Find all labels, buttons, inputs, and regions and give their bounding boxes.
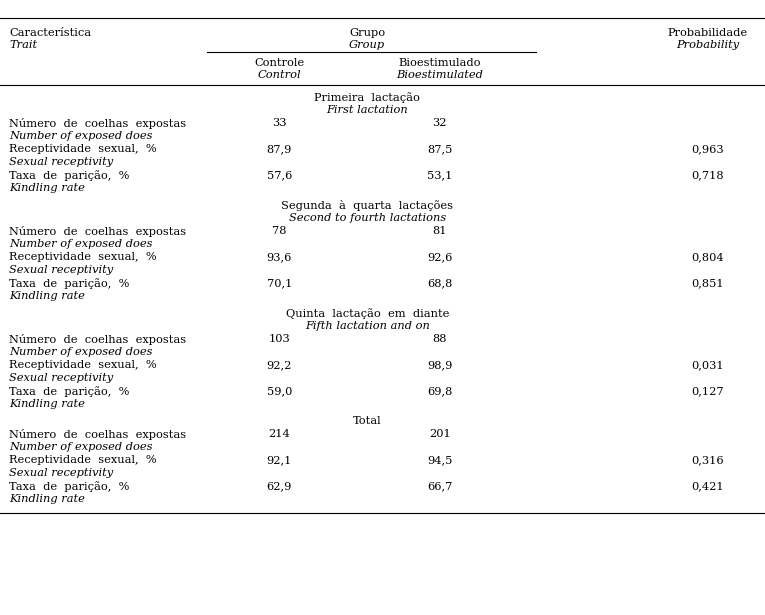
Text: 70,1: 70,1 bbox=[266, 278, 292, 288]
Text: Probability: Probability bbox=[676, 40, 739, 50]
Text: 0,804: 0,804 bbox=[692, 252, 724, 262]
Text: 92,2: 92,2 bbox=[266, 360, 292, 370]
Text: Taxa  de  parição,  %: Taxa de parição, % bbox=[9, 278, 129, 289]
Text: 66,7: 66,7 bbox=[427, 481, 453, 491]
Text: 59,0: 59,0 bbox=[266, 386, 292, 396]
Text: 78: 78 bbox=[272, 226, 286, 236]
Text: 0,316: 0,316 bbox=[692, 455, 724, 465]
Text: 94,5: 94,5 bbox=[427, 455, 453, 465]
Text: Receptividade  sexual,  %: Receptividade sexual, % bbox=[9, 252, 157, 262]
Text: Number of exposed does: Number of exposed does bbox=[9, 347, 153, 357]
Text: 0,031: 0,031 bbox=[692, 360, 724, 370]
Text: 0,421: 0,421 bbox=[692, 481, 724, 491]
Text: Number of exposed does: Number of exposed does bbox=[9, 239, 153, 249]
Text: Number of exposed does: Number of exposed does bbox=[9, 131, 153, 141]
Text: 0,851: 0,851 bbox=[692, 278, 724, 288]
Text: 62,9: 62,9 bbox=[266, 481, 292, 491]
Text: 214: 214 bbox=[269, 429, 290, 439]
Text: Taxa  de  parição,  %: Taxa de parição, % bbox=[9, 386, 129, 397]
Text: 68,8: 68,8 bbox=[427, 278, 453, 288]
Text: Primeira  lactação: Primeira lactação bbox=[314, 92, 420, 103]
Text: Segunda  à  quarta  lactações: Segunda à quarta lactações bbox=[282, 200, 453, 211]
Text: 0,718: 0,718 bbox=[692, 170, 724, 180]
Text: Grupo: Grupo bbox=[349, 28, 386, 38]
Text: Second to fourth lactations: Second to fourth lactations bbox=[288, 213, 446, 223]
Text: Receptividade  sexual,  %: Receptividade sexual, % bbox=[9, 455, 157, 465]
Text: Group: Group bbox=[349, 40, 386, 50]
Text: Número  de  coelhas  expostas: Número de coelhas expostas bbox=[9, 334, 187, 345]
Text: Sexual receptivity: Sexual receptivity bbox=[9, 373, 113, 383]
Text: 0,127: 0,127 bbox=[692, 386, 724, 396]
Text: Taxa  de  parição,  %: Taxa de parição, % bbox=[9, 481, 129, 492]
Text: Kindling rate: Kindling rate bbox=[9, 183, 85, 193]
Text: Control: Control bbox=[257, 70, 301, 80]
Text: 103: 103 bbox=[269, 334, 290, 344]
Text: 33: 33 bbox=[272, 118, 286, 128]
Text: Número  de  coelhas  expostas: Número de coelhas expostas bbox=[9, 226, 187, 237]
Text: 53,1: 53,1 bbox=[427, 170, 453, 180]
Text: 69,8: 69,8 bbox=[427, 386, 453, 396]
Text: 57,6: 57,6 bbox=[266, 170, 292, 180]
Text: 32: 32 bbox=[433, 118, 447, 128]
Text: Receptividade  sexual,  %: Receptividade sexual, % bbox=[9, 144, 157, 154]
Text: 88: 88 bbox=[433, 334, 447, 344]
Text: Total: Total bbox=[353, 416, 382, 426]
Text: 92,1: 92,1 bbox=[266, 455, 292, 465]
Text: First lactation: First lactation bbox=[327, 105, 408, 115]
Text: Taxa  de  parição,  %: Taxa de parição, % bbox=[9, 170, 129, 181]
Text: Kindling rate: Kindling rate bbox=[9, 494, 85, 504]
Text: 201: 201 bbox=[429, 429, 451, 439]
Text: 93,6: 93,6 bbox=[266, 252, 292, 262]
Text: Fifth lactation and on: Fifth lactation and on bbox=[304, 321, 430, 331]
Text: Número  de  coelhas  expostas: Número de coelhas expostas bbox=[9, 118, 187, 129]
Text: 81: 81 bbox=[433, 226, 447, 236]
Text: 0,963: 0,963 bbox=[692, 144, 724, 154]
Text: Sexual receptivity: Sexual receptivity bbox=[9, 157, 113, 167]
Text: Bioestimulated: Bioestimulated bbox=[396, 70, 483, 80]
Text: Bioestimulado: Bioestimulado bbox=[399, 58, 481, 68]
Text: Sexual receptivity: Sexual receptivity bbox=[9, 468, 113, 478]
Text: Sexual receptivity: Sexual receptivity bbox=[9, 265, 113, 275]
Text: 92,6: 92,6 bbox=[427, 252, 453, 262]
Text: Kindling rate: Kindling rate bbox=[9, 291, 85, 301]
Text: Característica: Característica bbox=[9, 28, 91, 38]
Text: 87,9: 87,9 bbox=[266, 144, 292, 154]
Text: Quinta  lactação  em  diante: Quinta lactação em diante bbox=[285, 308, 449, 319]
Text: 98,9: 98,9 bbox=[427, 360, 453, 370]
Text: Kindling rate: Kindling rate bbox=[9, 399, 85, 409]
Text: Trait: Trait bbox=[9, 40, 37, 50]
Text: 87,5: 87,5 bbox=[427, 144, 453, 154]
Text: Probabilidade: Probabilidade bbox=[668, 28, 747, 38]
Text: Controle: Controle bbox=[254, 58, 304, 68]
Text: Número  de  coelhas  expostas: Número de coelhas expostas bbox=[9, 429, 187, 440]
Text: Number of exposed does: Number of exposed does bbox=[9, 442, 153, 452]
Text: Receptividade  sexual,  %: Receptividade sexual, % bbox=[9, 360, 157, 370]
